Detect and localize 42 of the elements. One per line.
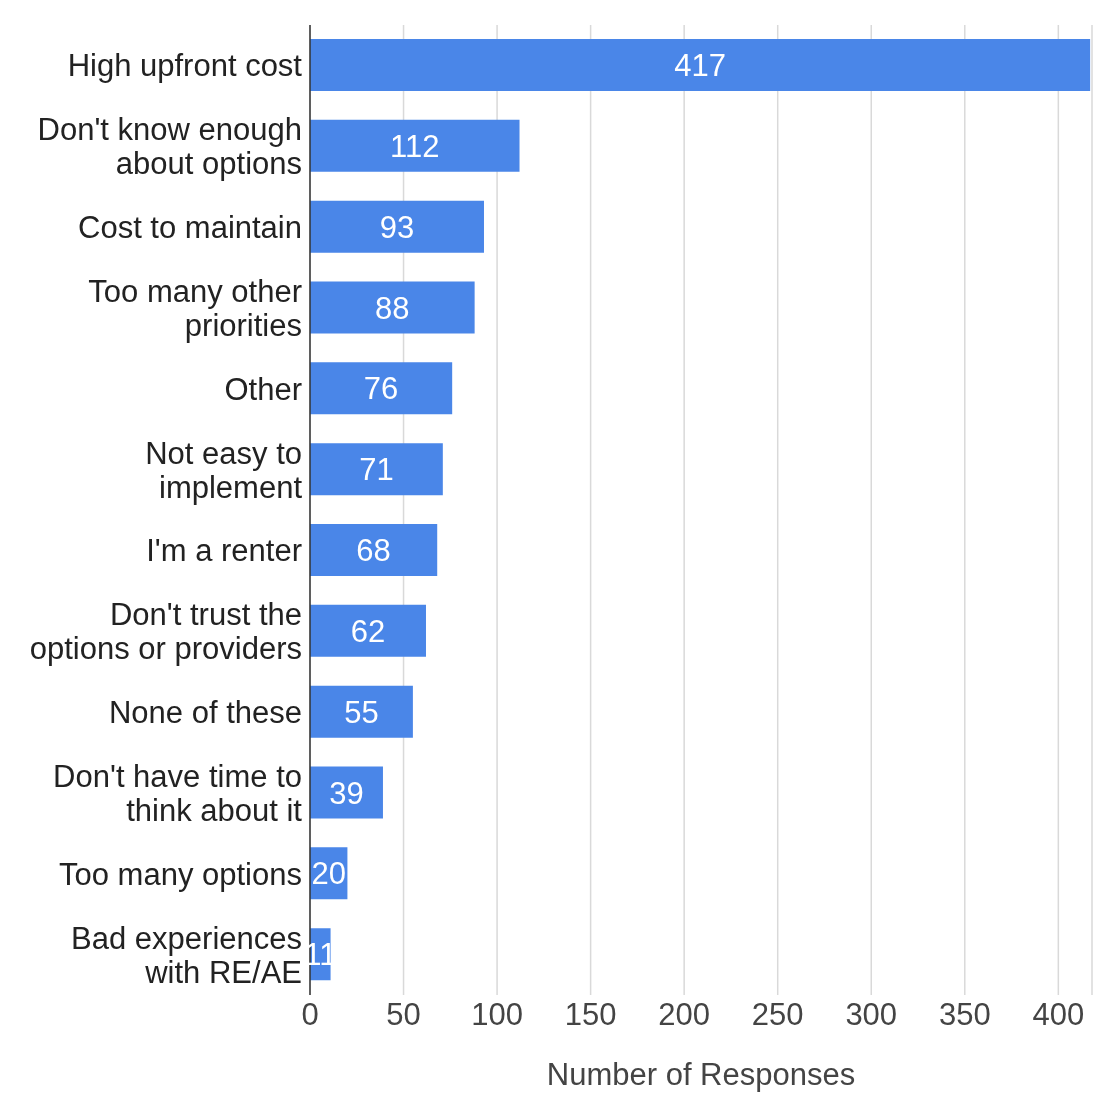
data-label: 93	[379, 209, 415, 245]
x-tick-label: 50	[386, 997, 421, 1033]
y-tick-label: Cost to maintain	[78, 209, 302, 245]
y-tick-label: Don't have time to think about it	[53, 758, 303, 828]
data-label: 76	[363, 371, 399, 407]
bar	[310, 362, 453, 415]
bar	[310, 200, 484, 253]
y-tick-label: Other	[224, 371, 302, 407]
data-label: 71	[359, 452, 394, 488]
bar	[310, 281, 475, 334]
data-label: 112	[390, 128, 440, 164]
bar	[310, 524, 438, 576]
x-tick-label: 300	[845, 997, 898, 1033]
bar	[310, 685, 413, 738]
x-tick-label: 250	[751, 997, 804, 1033]
bar	[310, 39, 1091, 91]
x-axis-title: Number of Responses	[546, 1057, 856, 1092]
data-label: 68	[356, 533, 391, 569]
data-label: 88	[375, 290, 410, 326]
x-tick-label: 400	[1032, 997, 1085, 1033]
data-label: 39	[329, 775, 364, 811]
data-label: 55	[344, 694, 379, 730]
y-tick-label: Not easy to implement	[145, 435, 303, 505]
bar	[310, 604, 426, 657]
x-tick-label: 100	[471, 997, 523, 1033]
x-tick-label: 350	[938, 997, 991, 1033]
bar	[310, 443, 443, 496]
y-tick-label: None of these	[108, 694, 302, 730]
x-tick-label: 150	[564, 997, 617, 1033]
data-label: 417	[674, 48, 726, 83]
y-tick-label: Bad experiences with RE/AE	[71, 920, 302, 990]
y-tick-label: Don't know enough about options	[37, 111, 302, 181]
y-tick-label: High upfront cost	[67, 47, 303, 83]
x-tick-label: 0	[301, 997, 319, 1033]
y-tick-label: Too many options	[59, 856, 302, 892]
y-tick-label: Too many other priorities	[88, 273, 302, 343]
y-tick-label: Don't trust the options or providers	[29, 596, 302, 666]
y-tick-label: I'm a renter	[146, 532, 302, 568]
bar	[310, 119, 520, 172]
data-label: 20	[311, 856, 346, 892]
data-label: 62	[350, 613, 386, 649]
x-tick-label: 200	[658, 997, 711, 1033]
